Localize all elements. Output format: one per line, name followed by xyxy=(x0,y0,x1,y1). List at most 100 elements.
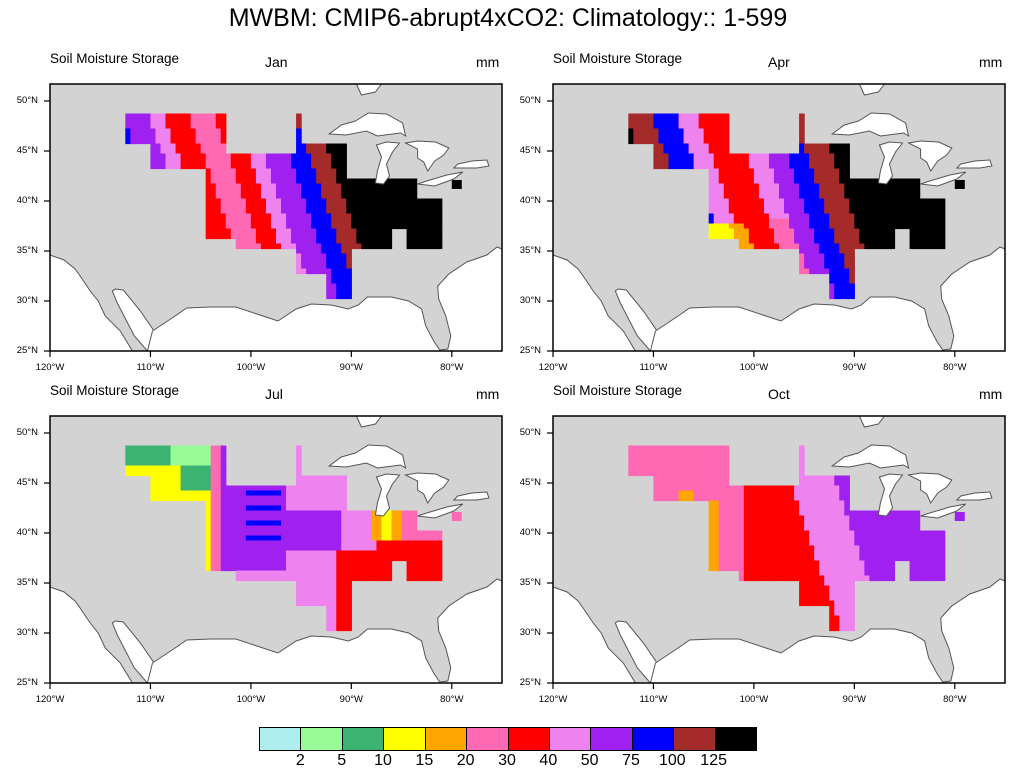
data-cell xyxy=(904,535,911,542)
data-cell xyxy=(804,158,810,165)
data-cell xyxy=(210,193,217,200)
data-cell xyxy=(436,243,443,250)
data-cell xyxy=(673,445,680,452)
data-cell xyxy=(160,480,167,487)
data-cell xyxy=(260,203,267,210)
data-cell xyxy=(356,228,362,235)
data-cell xyxy=(829,610,835,617)
data-cell xyxy=(809,228,815,235)
data-cell xyxy=(220,128,227,135)
data-cell xyxy=(658,113,665,120)
data-cell xyxy=(205,223,212,230)
data-cell xyxy=(311,263,317,270)
data-cell xyxy=(225,193,232,200)
data-cell xyxy=(638,123,644,130)
data-cell xyxy=(824,525,830,532)
data-cell xyxy=(939,555,946,562)
data-cell xyxy=(346,510,352,517)
data-cell xyxy=(235,545,242,552)
data-cell xyxy=(789,510,795,517)
data-cell xyxy=(668,455,675,462)
data-cell xyxy=(839,565,845,572)
data-cell xyxy=(829,253,835,260)
data-cell xyxy=(376,223,383,230)
data-cell xyxy=(431,575,438,582)
data-cell xyxy=(276,550,282,557)
data-cell xyxy=(331,505,337,512)
data-cell xyxy=(889,545,896,552)
data-cell xyxy=(929,540,936,547)
data-cell xyxy=(376,520,383,527)
data-cell xyxy=(351,510,357,517)
data-cell xyxy=(225,198,232,205)
data-cell xyxy=(205,520,212,527)
data-cell xyxy=(341,580,347,587)
data-cell xyxy=(371,575,378,582)
data-cell xyxy=(718,223,725,230)
data-cell xyxy=(165,450,172,457)
data-cell xyxy=(733,550,740,557)
data-cell xyxy=(799,248,805,255)
soil-moisture-field xyxy=(628,113,965,300)
data-cell xyxy=(799,268,805,275)
data-cell xyxy=(381,188,388,195)
data-cell xyxy=(844,198,850,205)
data-cell xyxy=(758,520,765,527)
data-cell xyxy=(814,505,820,512)
data-cell xyxy=(718,213,725,220)
data-cell xyxy=(693,163,700,170)
data-cell xyxy=(799,218,805,225)
data-cell xyxy=(381,520,388,527)
data-cell xyxy=(809,555,815,562)
data-cell xyxy=(924,198,931,205)
data-cell xyxy=(391,510,398,517)
data-cell xyxy=(391,525,398,532)
data-cell xyxy=(829,520,835,527)
data-cell xyxy=(291,575,297,582)
data-cell xyxy=(391,193,398,200)
data-cell xyxy=(648,460,655,467)
data-cell xyxy=(321,540,327,547)
data-cell xyxy=(648,465,655,472)
data-cell xyxy=(869,560,876,567)
data-cell xyxy=(768,560,775,567)
data-cell xyxy=(789,555,795,562)
data-cell xyxy=(693,143,700,150)
data-cell xyxy=(844,208,850,215)
data-cell xyxy=(643,123,650,130)
data-cell xyxy=(668,495,675,502)
data-cell xyxy=(341,545,347,552)
data-cell xyxy=(296,535,302,542)
data-cell xyxy=(281,178,287,185)
data-cell xyxy=(884,223,891,230)
data-cell xyxy=(326,550,332,557)
data-cell xyxy=(270,495,277,502)
data-cell xyxy=(190,445,197,452)
data-cell xyxy=(255,520,262,527)
data-cell xyxy=(753,560,760,567)
data-cell xyxy=(341,148,347,155)
data-cell xyxy=(160,163,167,170)
data-cell xyxy=(311,213,317,220)
data-cell xyxy=(235,495,242,502)
data-cell xyxy=(814,520,820,527)
data-cell xyxy=(854,178,860,185)
data-cell xyxy=(678,450,685,457)
data-cell xyxy=(406,218,413,225)
data-cell xyxy=(205,465,212,472)
data-cell xyxy=(240,505,247,512)
data-cell xyxy=(703,445,710,452)
data-cell xyxy=(386,565,393,572)
data-cell xyxy=(939,243,946,250)
data-cell xyxy=(779,243,785,250)
data-cell xyxy=(175,153,182,160)
data-cell xyxy=(954,180,965,189)
data-cell xyxy=(804,570,810,577)
data-cell xyxy=(814,590,820,597)
data-cell xyxy=(301,183,307,190)
data-cell xyxy=(718,490,725,497)
data-cell xyxy=(416,223,423,230)
data-cell xyxy=(718,188,725,195)
data-cell xyxy=(929,203,936,210)
data-cell xyxy=(708,178,715,185)
